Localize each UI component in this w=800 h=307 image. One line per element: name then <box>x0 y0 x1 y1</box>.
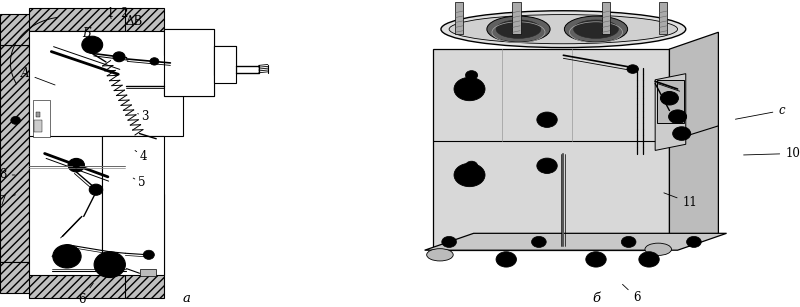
Circle shape <box>639 252 659 267</box>
Circle shape <box>622 236 636 247</box>
Bar <box>0 45 29 262</box>
Circle shape <box>73 162 80 168</box>
Bar <box>125 194 164 298</box>
Circle shape <box>537 112 558 127</box>
Circle shape <box>466 175 478 184</box>
Bar <box>29 275 131 298</box>
Bar <box>102 31 125 136</box>
Ellipse shape <box>564 16 628 42</box>
Text: 5: 5 <box>133 176 145 189</box>
Ellipse shape <box>645 243 671 255</box>
Text: 11: 11 <box>664 193 698 209</box>
Circle shape <box>102 258 117 271</box>
Bar <box>214 46 236 83</box>
Circle shape <box>674 114 682 120</box>
Text: c: c <box>735 104 785 119</box>
Text: 1: 1 <box>106 7 114 20</box>
Circle shape <box>82 36 102 53</box>
Circle shape <box>462 84 477 94</box>
Bar <box>34 100 50 137</box>
Text: 7: 7 <box>0 195 15 208</box>
Circle shape <box>627 65 638 73</box>
Text: 2: 2 <box>121 7 128 25</box>
Circle shape <box>90 184 102 195</box>
Text: A: A <box>21 67 55 85</box>
Bar <box>164 29 214 96</box>
Text: ΔВ: ΔВ <box>126 15 142 28</box>
Bar <box>512 2 521 34</box>
Ellipse shape <box>487 16 550 42</box>
Circle shape <box>542 162 552 169</box>
Bar <box>125 8 164 73</box>
Circle shape <box>150 58 159 65</box>
Circle shape <box>442 236 457 247</box>
Text: а: а <box>182 292 190 305</box>
Circle shape <box>644 255 654 263</box>
Circle shape <box>466 161 478 170</box>
Text: 6: 6 <box>78 283 94 306</box>
Circle shape <box>60 251 74 262</box>
Bar <box>29 31 183 136</box>
Circle shape <box>673 127 690 140</box>
Circle shape <box>496 252 517 267</box>
Polygon shape <box>655 74 686 150</box>
Ellipse shape <box>426 249 453 261</box>
Circle shape <box>542 116 552 123</box>
Circle shape <box>666 95 674 101</box>
Circle shape <box>590 255 602 263</box>
Circle shape <box>454 163 485 187</box>
Circle shape <box>14 119 18 122</box>
Circle shape <box>454 77 485 101</box>
Circle shape <box>537 158 558 173</box>
Text: 8: 8 <box>0 169 15 181</box>
Bar <box>0 262 37 293</box>
Text: Б: Б <box>82 27 91 41</box>
Circle shape <box>462 170 477 180</box>
Bar <box>139 269 156 276</box>
Circle shape <box>10 116 21 124</box>
Bar <box>658 80 684 123</box>
Ellipse shape <box>441 11 686 48</box>
Circle shape <box>661 91 678 105</box>
Bar <box>36 112 40 117</box>
Text: б: б <box>592 292 600 305</box>
Polygon shape <box>425 233 726 250</box>
Circle shape <box>143 250 154 259</box>
Circle shape <box>466 71 478 80</box>
Bar <box>34 120 42 132</box>
Circle shape <box>113 52 125 62</box>
Circle shape <box>88 41 96 48</box>
Bar <box>29 8 131 31</box>
Circle shape <box>501 255 511 263</box>
Text: 6: 6 <box>622 284 641 304</box>
Bar <box>214 46 236 75</box>
Polygon shape <box>433 49 670 250</box>
Ellipse shape <box>574 20 618 38</box>
Bar <box>29 31 102 275</box>
Bar <box>455 2 463 34</box>
Bar <box>602 2 610 34</box>
Circle shape <box>678 130 686 137</box>
Text: 3: 3 <box>138 110 149 123</box>
Polygon shape <box>670 32 718 250</box>
Circle shape <box>531 236 546 247</box>
Circle shape <box>669 110 686 123</box>
Ellipse shape <box>496 20 541 38</box>
Bar <box>164 29 214 55</box>
Circle shape <box>53 245 81 268</box>
Bar <box>164 81 214 96</box>
Circle shape <box>686 236 702 247</box>
Text: 10: 10 <box>744 147 800 160</box>
Bar <box>659 2 667 34</box>
Bar <box>102 136 164 275</box>
Circle shape <box>94 252 126 278</box>
Text: 4: 4 <box>135 150 147 163</box>
Circle shape <box>586 252 606 267</box>
Ellipse shape <box>449 14 678 44</box>
Circle shape <box>68 158 85 172</box>
Circle shape <box>466 84 478 94</box>
Bar <box>0 14 37 45</box>
